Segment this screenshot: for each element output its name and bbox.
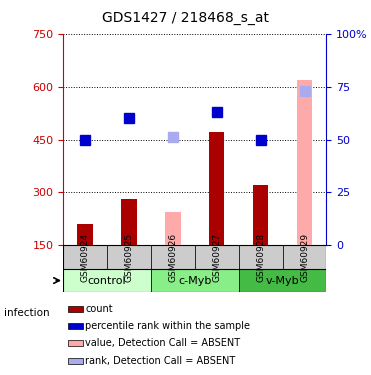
Text: GSM60926: GSM60926 bbox=[168, 232, 177, 282]
Text: GDS1427 / 218468_s_at: GDS1427 / 218468_s_at bbox=[102, 11, 269, 25]
Bar bbox=[121, 200, 137, 245]
Text: value, Detection Call = ABSENT: value, Detection Call = ABSENT bbox=[85, 338, 240, 348]
Text: GSM60925: GSM60925 bbox=[124, 232, 134, 282]
Bar bbox=[77, 224, 93, 245]
Bar bbox=[63, 245, 107, 269]
Bar bbox=[195, 245, 239, 269]
Bar bbox=[283, 245, 326, 269]
Text: GSM60927: GSM60927 bbox=[212, 232, 221, 282]
Text: GSM60924: GSM60924 bbox=[81, 232, 89, 282]
Bar bbox=[239, 245, 283, 269]
Bar bbox=[63, 269, 151, 292]
Bar bbox=[68, 306, 83, 312]
Bar bbox=[239, 269, 326, 292]
Bar bbox=[297, 80, 312, 245]
Bar bbox=[68, 323, 83, 329]
Text: GSM60929: GSM60929 bbox=[300, 232, 309, 282]
Text: c-Myb: c-Myb bbox=[178, 276, 211, 285]
Bar bbox=[253, 185, 268, 245]
Bar bbox=[209, 132, 224, 245]
Text: percentile rank within the sample: percentile rank within the sample bbox=[85, 321, 250, 331]
Bar bbox=[107, 245, 151, 269]
Bar bbox=[68, 358, 83, 364]
Text: v-Myb: v-Myb bbox=[266, 276, 299, 285]
Text: infection: infection bbox=[4, 308, 49, 318]
Text: control: control bbox=[88, 276, 126, 285]
Bar bbox=[151, 245, 195, 269]
Bar bbox=[165, 212, 181, 245]
Text: GSM60928: GSM60928 bbox=[256, 232, 265, 282]
Text: count: count bbox=[85, 304, 113, 314]
Bar bbox=[68, 340, 83, 346]
Text: rank, Detection Call = ABSENT: rank, Detection Call = ABSENT bbox=[85, 356, 236, 366]
Bar bbox=[151, 269, 239, 292]
